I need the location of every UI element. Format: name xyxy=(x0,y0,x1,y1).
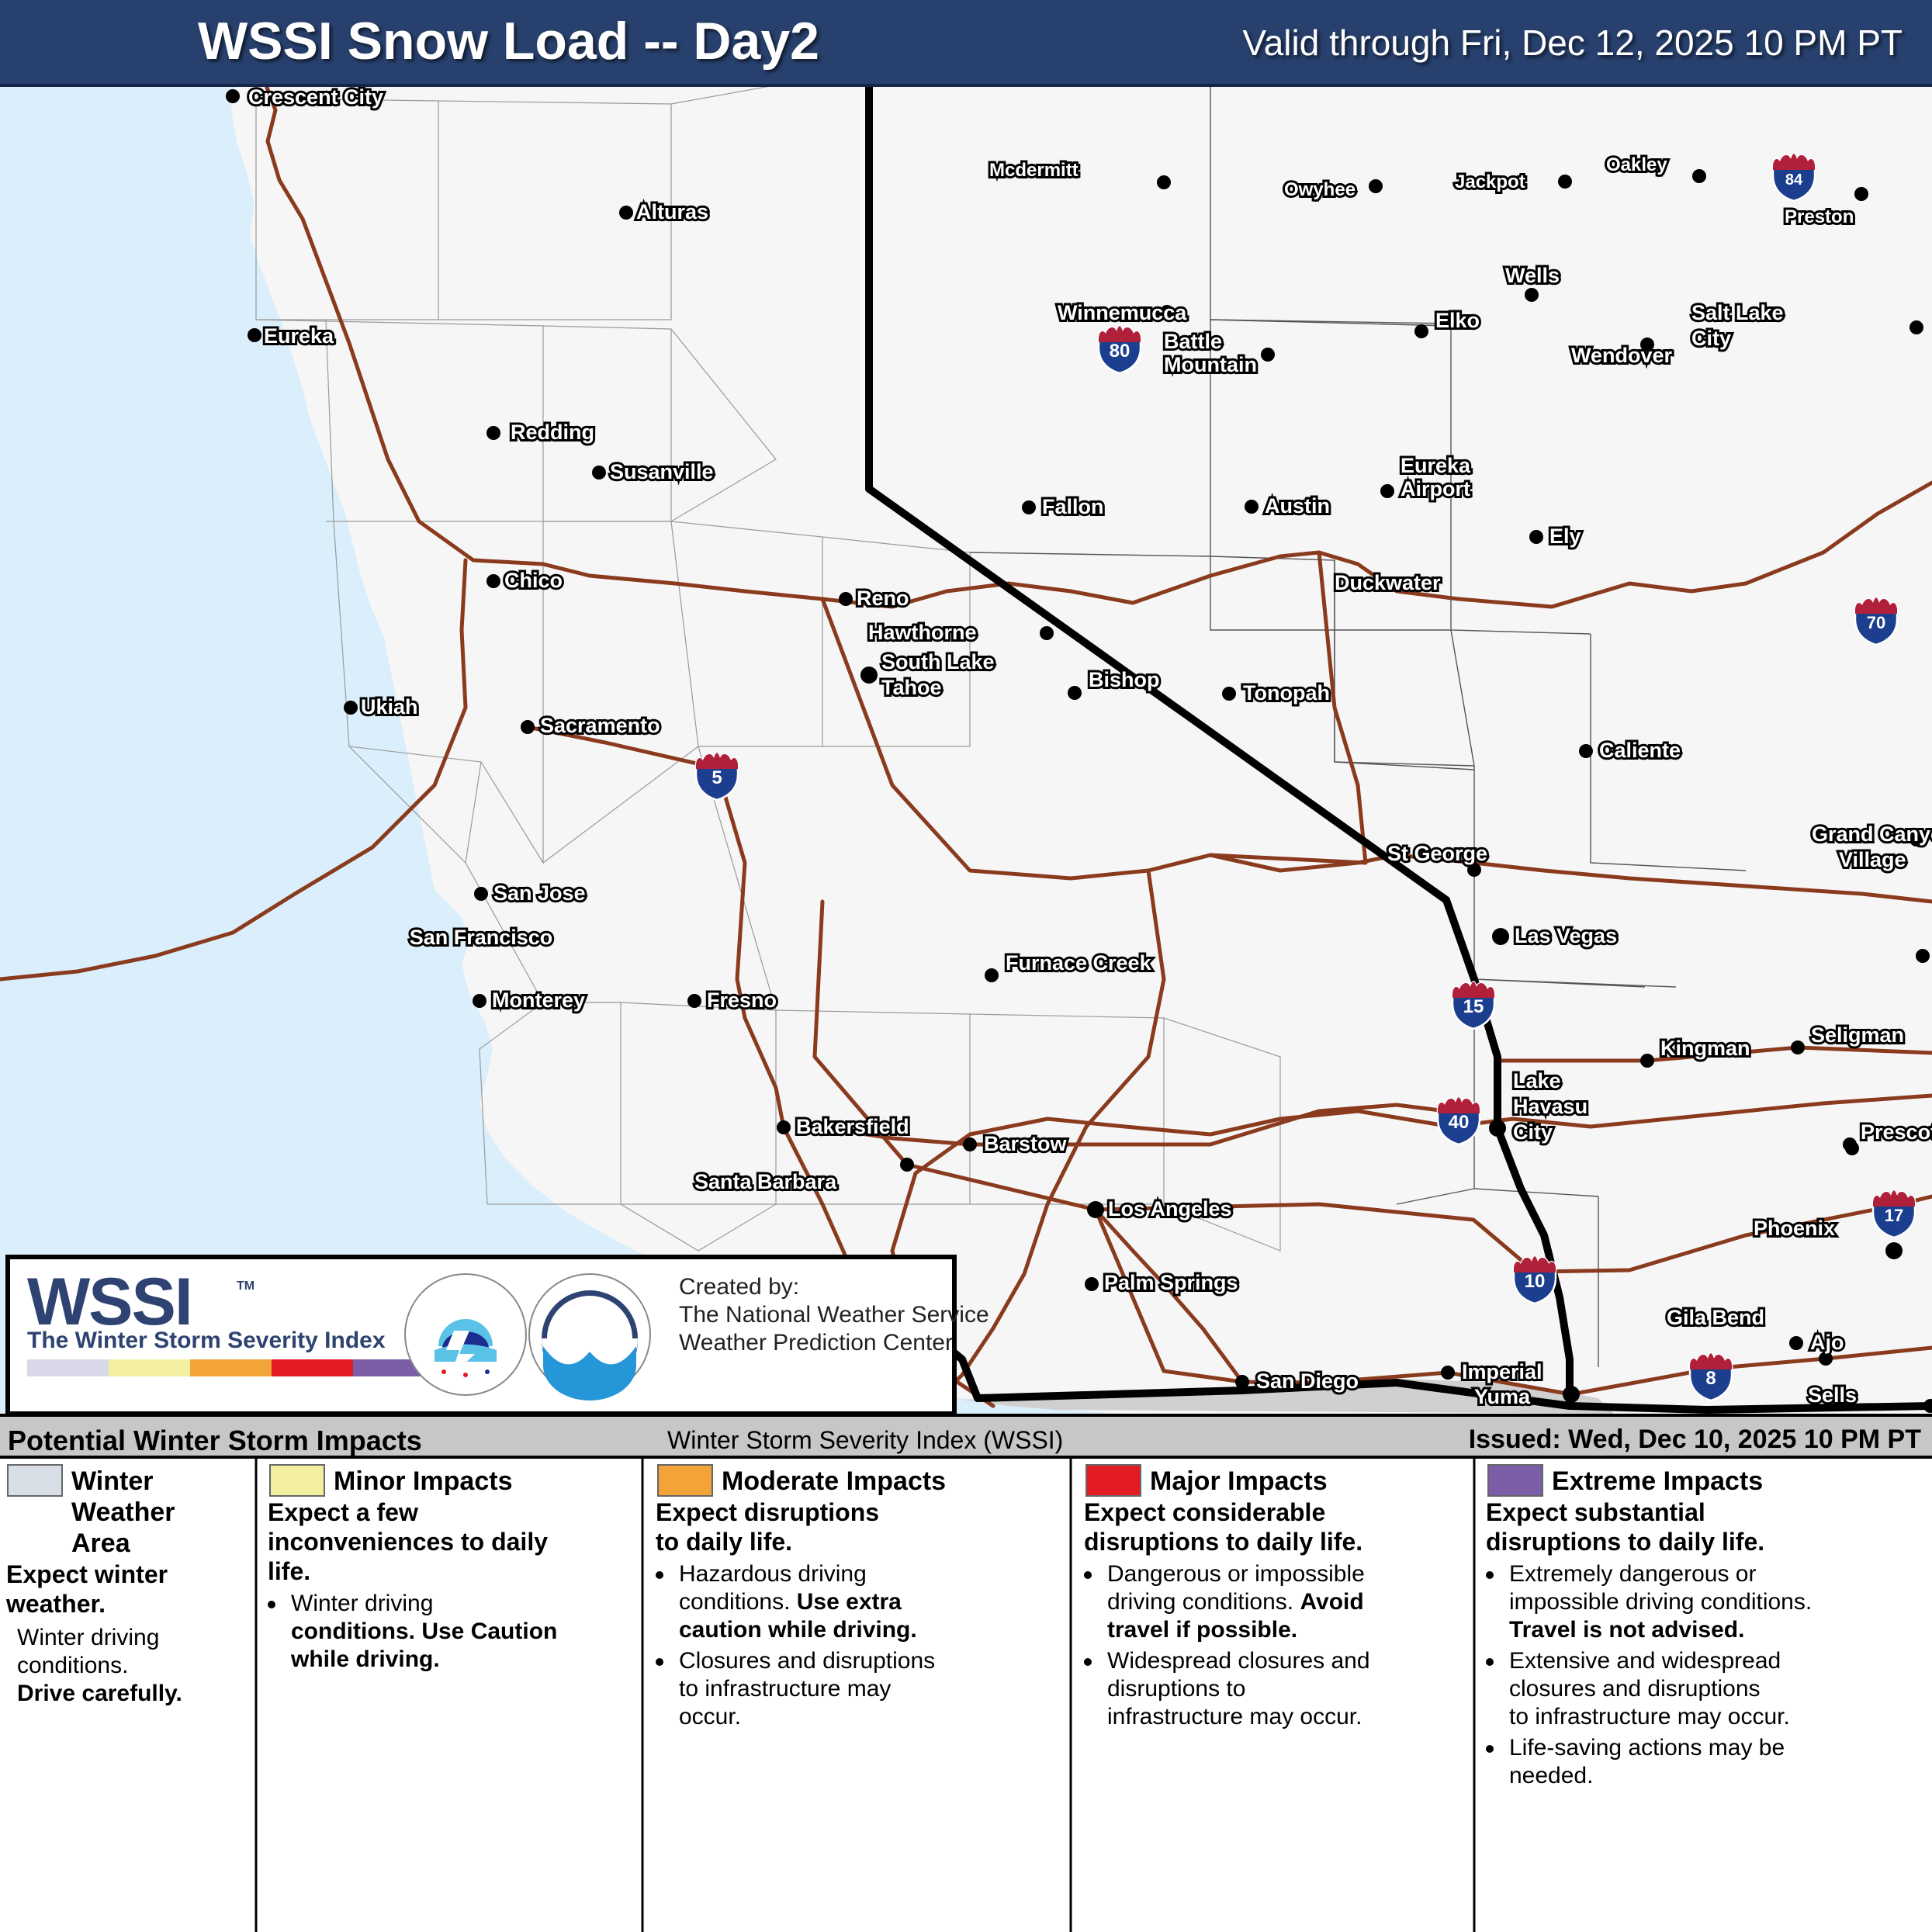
svg-text:Extensive and widespread: Extensive and widespread xyxy=(1509,1648,1781,1674)
svg-text:to daily life.: to daily life. xyxy=(656,1528,792,1556)
svg-text:caution while driving.: caution while driving. xyxy=(679,1617,917,1643)
svg-text:17: 17 xyxy=(1885,1206,1903,1225)
svg-text:Winter driving: Winter driving xyxy=(291,1591,433,1616)
svg-text:Weather Prediction Center: Weather Prediction Center xyxy=(679,1330,953,1356)
svg-text:Drive carefully.: Drive carefully. xyxy=(17,1681,182,1706)
svg-text:while driving.: while driving. xyxy=(290,1646,440,1672)
svg-text:life.: life. xyxy=(268,1557,310,1585)
svg-text:Expect substantial: Expect substantial xyxy=(1486,1498,1705,1526)
svg-text:disruptions to daily life.: disruptions to daily life. xyxy=(1486,1528,1764,1556)
svg-text:40: 40 xyxy=(1449,1112,1470,1133)
svg-text:8: 8 xyxy=(1705,1368,1716,1389)
svg-text:disruptions to: disruptions to xyxy=(1107,1676,1245,1702)
svg-text:weather.: weather. xyxy=(5,1590,106,1618)
svg-text:driving conditions. Avoid: driving conditions. Avoid xyxy=(1107,1589,1364,1615)
svg-text:Moderate Impacts: Moderate Impacts xyxy=(722,1466,946,1496)
svg-text:Minor Impacts: Minor Impacts xyxy=(334,1466,512,1496)
svg-text:5: 5 xyxy=(712,767,722,788)
svg-text:Closures and disruptions: Closures and disruptions xyxy=(679,1648,935,1674)
svg-text:conditions.: conditions. xyxy=(17,1653,128,1678)
svg-text:The Winter Storm Severity Inde: The Winter Storm Severity Index xyxy=(27,1328,386,1353)
svg-text:Expect winter: Expect winter xyxy=(6,1560,168,1588)
svg-text:Major Impacts: Major Impacts xyxy=(1150,1466,1328,1496)
svg-text:Weather: Weather xyxy=(71,1497,175,1527)
svg-text:TM: TM xyxy=(237,1279,254,1293)
svg-text:occur.: occur. xyxy=(679,1704,741,1729)
svg-text:84: 84 xyxy=(1785,171,1803,189)
svg-text:Extremely dangerous or: Extremely dangerous or xyxy=(1509,1561,1757,1587)
svg-text:80: 80 xyxy=(1110,341,1130,362)
svg-text:The National Weather Service: The National Weather Service xyxy=(679,1302,989,1328)
svg-text:Life-saving actions may be: Life-saving actions may be xyxy=(1509,1735,1785,1761)
svg-text:Widespread closures and: Widespread closures and xyxy=(1107,1648,1370,1674)
svg-text:impossible driving conditions.: impossible driving conditions. xyxy=(1509,1589,1812,1615)
svg-text:Extreme Impacts: Extreme Impacts xyxy=(1552,1466,1763,1496)
svg-text:70: 70 xyxy=(1867,613,1885,632)
svg-text:Expect a few: Expect a few xyxy=(268,1498,418,1526)
svg-text:Expect disruptions: Expect disruptions xyxy=(656,1498,879,1526)
svg-text:inconveniences to daily: inconveniences to daily xyxy=(268,1528,548,1556)
svg-text:needed.: needed. xyxy=(1509,1763,1593,1788)
svg-text:closures and disruptions: closures and disruptions xyxy=(1509,1676,1761,1702)
svg-text:to infrastructure may: to infrastructure may xyxy=(679,1676,891,1702)
svg-text:infrastructure may occur.: infrastructure may occur. xyxy=(1107,1704,1362,1729)
svg-text:15: 15 xyxy=(1463,996,1484,1017)
svg-text:disruptions to daily life.: disruptions to daily life. xyxy=(1084,1528,1362,1556)
svg-text:travel if possible.: travel if possible. xyxy=(1107,1617,1297,1643)
svg-text:Created by:: Created by: xyxy=(679,1274,799,1300)
svg-text:conditions. Use Caution: conditions. Use Caution xyxy=(291,1619,557,1644)
svg-text:Expect considerable: Expect considerable xyxy=(1084,1498,1325,1526)
svg-text:Travel is not advised.: Travel is not advised. xyxy=(1509,1617,1744,1643)
svg-text:Winter driving: Winter driving xyxy=(17,1625,159,1650)
svg-text:Winter: Winter xyxy=(71,1466,153,1496)
svg-text:to infrastructure may occur.: to infrastructure may occur. xyxy=(1509,1704,1790,1729)
svg-text:conditions. Use extra: conditions. Use extra xyxy=(679,1589,902,1615)
svg-text:10: 10 xyxy=(1525,1271,1546,1292)
svg-text:Hazardous driving: Hazardous driving xyxy=(679,1561,867,1587)
svg-text:Dangerous or impossible: Dangerous or impossible xyxy=(1107,1561,1365,1587)
svg-text:Area: Area xyxy=(71,1529,131,1558)
